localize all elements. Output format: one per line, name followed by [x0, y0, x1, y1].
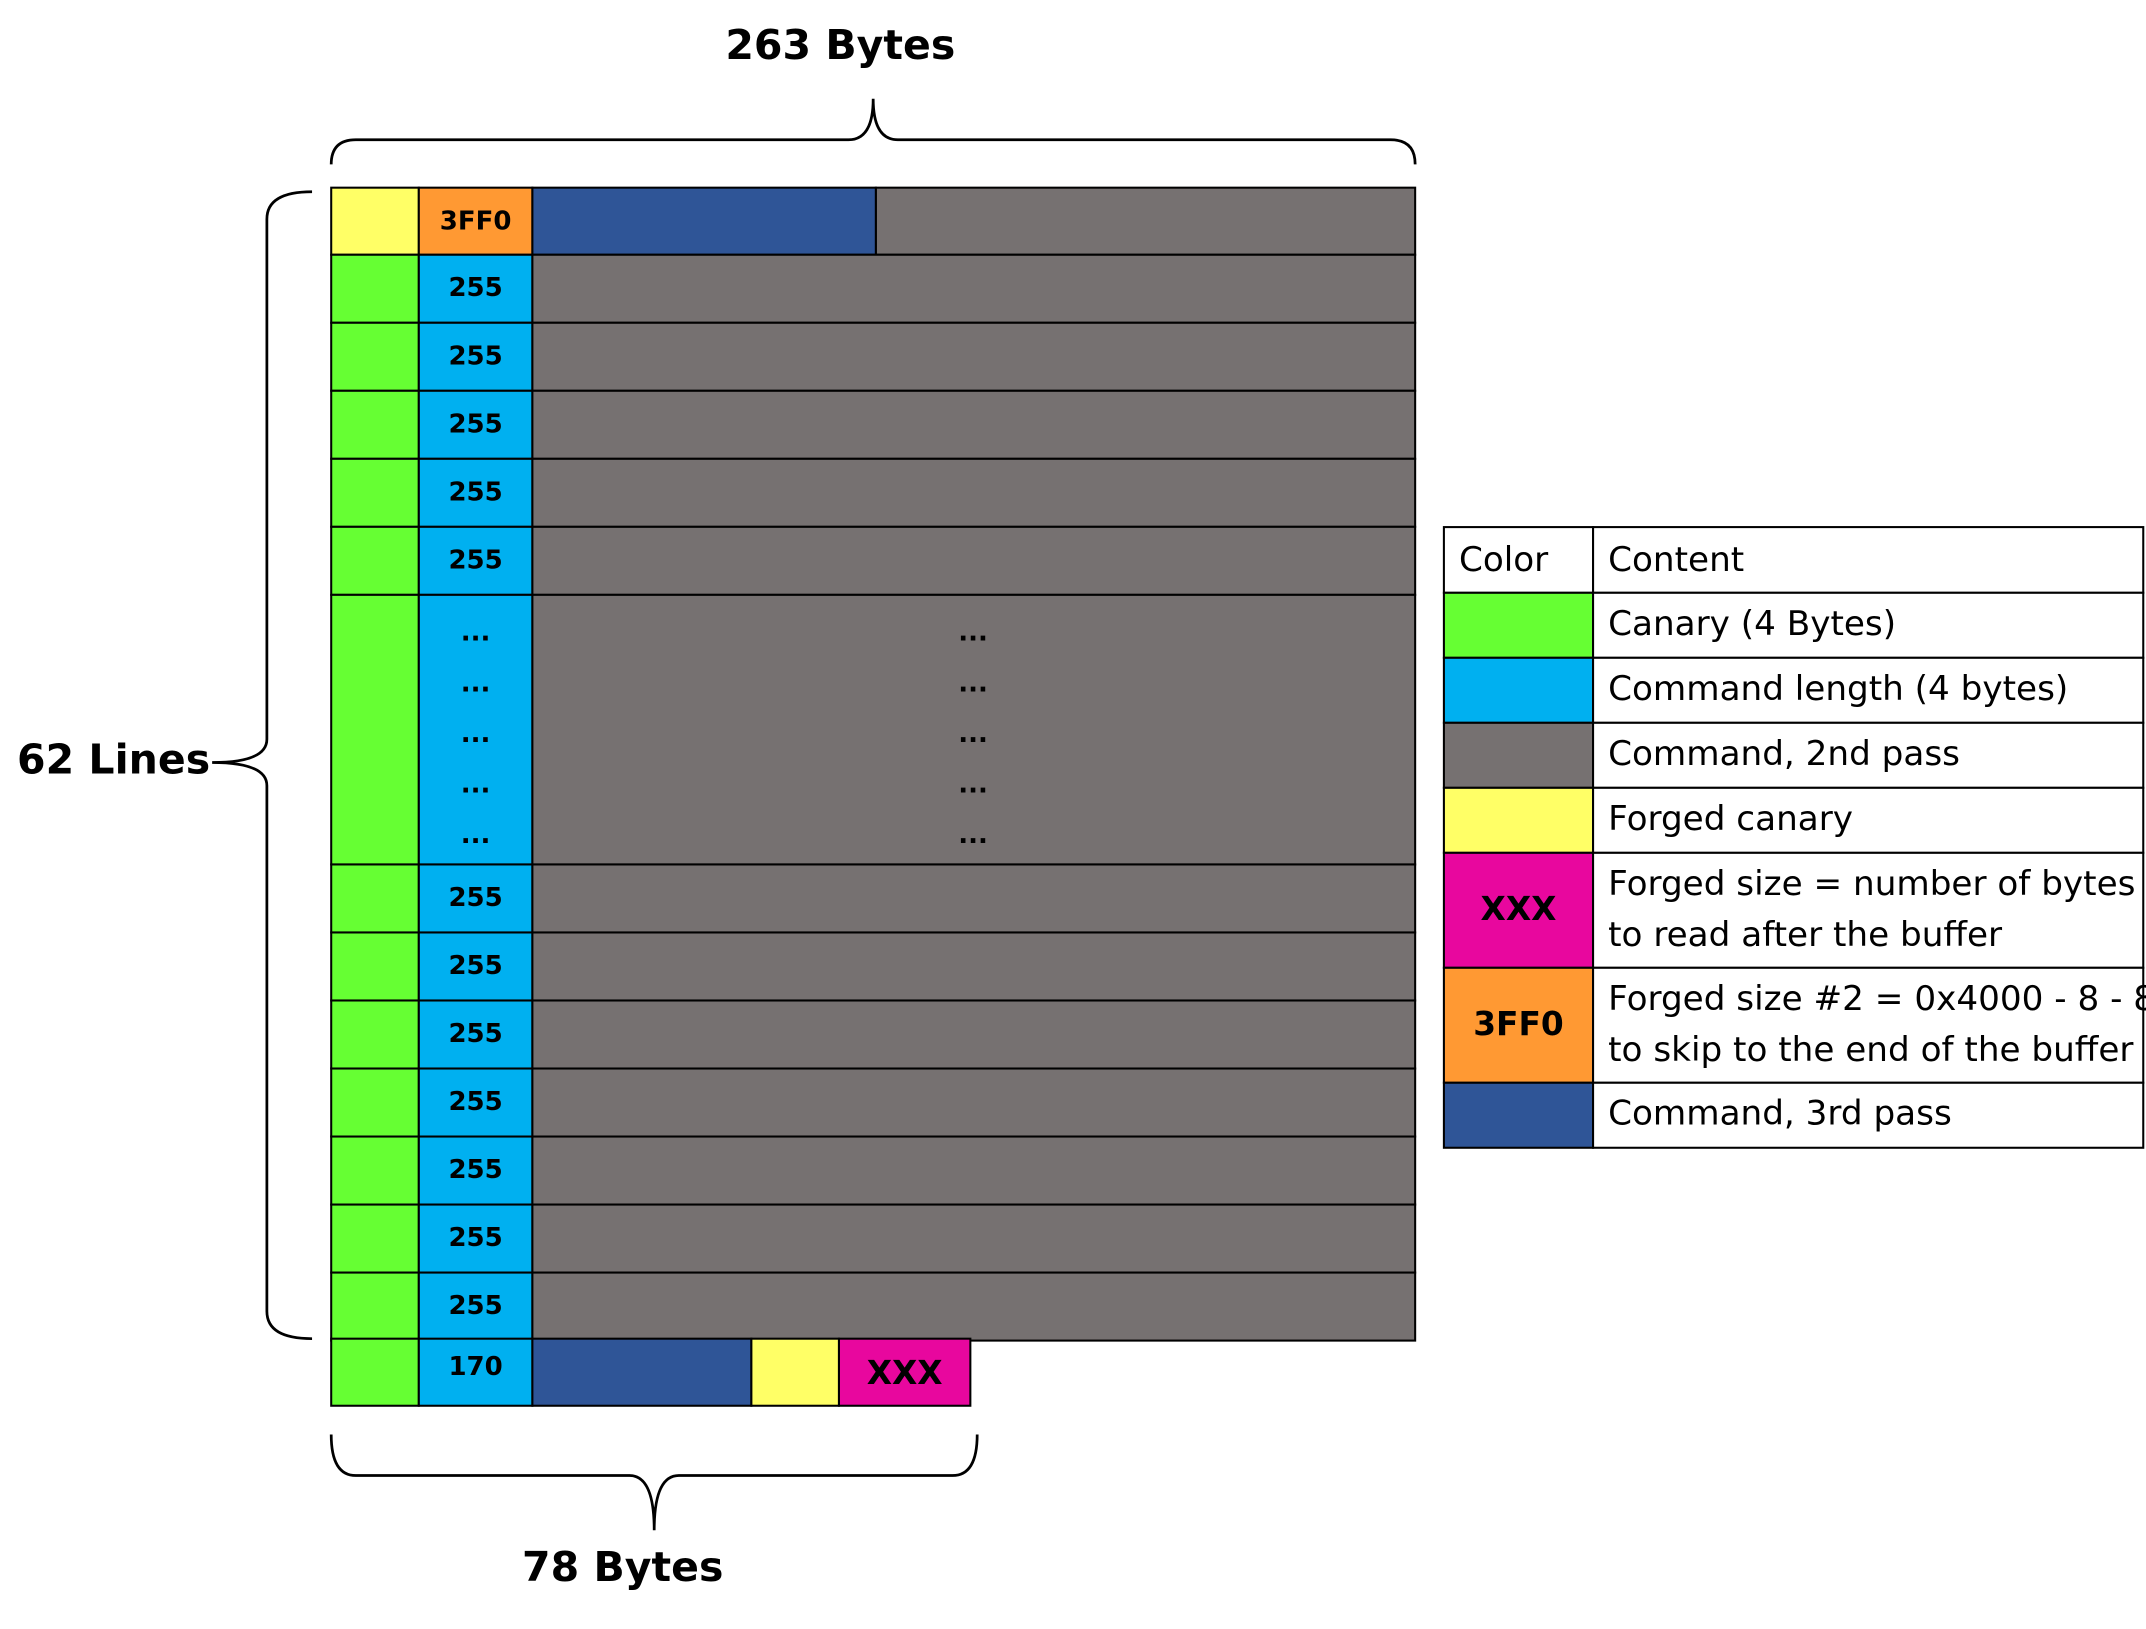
canary — [330, 525, 420, 596]
length-label: 255 — [448, 883, 502, 913]
ellipsis: ... — [461, 668, 491, 698]
length-label: 255 — [448, 409, 502, 439]
canary — [330, 863, 420, 934]
command-length — [417, 525, 534, 596]
command-length — [417, 1337, 534, 1407]
canary — [330, 1203, 420, 1274]
legend-content: Command, 3rd pass — [1608, 1094, 1952, 1134]
legend-content: Forged size = number of bytes — [1608, 864, 2135, 904]
length-label: 255 — [448, 1019, 502, 1049]
canary — [330, 457, 420, 528]
ellipsis: ... — [958, 770, 988, 800]
forged-canary — [750, 1337, 840, 1407]
legend-content-cell — [1592, 591, 2145, 659]
bottom-brace — [329, 1434, 979, 1531]
canary — [330, 1271, 420, 1342]
command-2nd-pass — [531, 389, 1417, 460]
legend-content: Canary (4 Bytes) — [1608, 604, 1896, 644]
command-2nd-pass — [531, 863, 1417, 934]
command-2nd-pass — [531, 525, 1417, 596]
legend-content-cell — [1592, 966, 2145, 1084]
length-label: 255 — [448, 1155, 502, 1185]
legend-content: to skip to the end of the buffer — [1608, 1030, 2134, 1070]
length-label: 255 — [448, 477, 502, 507]
legend-content: Forged canary — [1608, 799, 1853, 839]
canary — [330, 1337, 420, 1407]
command-2nd-pass — [531, 1067, 1417, 1138]
top-brace — [329, 98, 1417, 165]
command-2nd-pass — [531, 593, 1417, 866]
legend-header: Content — [1608, 540, 1744, 580]
left-label: 62 Lines — [17, 735, 210, 783]
size-label: XXX — [867, 1354, 943, 1392]
ellipsis: ... — [958, 668, 988, 698]
length-label: 255 — [448, 1223, 502, 1253]
command-2nd-pass — [531, 1203, 1417, 1274]
legend-content: Command length (4 bytes) — [1608, 669, 2068, 709]
legend-header-cell — [1442, 526, 1595, 594]
swatch-label: XXX — [1481, 890, 1557, 928]
canary — [330, 593, 420, 866]
ellipsis: ... — [461, 820, 491, 850]
length-label: 255 — [448, 951, 502, 981]
legend-header: Color — [1459, 540, 1549, 580]
length-label: 170 — [448, 1352, 502, 1382]
length-label: 255 — [448, 341, 502, 371]
bottom-label: 78 Bytes — [522, 1543, 723, 1591]
legend-swatch — [1442, 721, 1595, 789]
forged-size-2 — [417, 186, 534, 256]
canary — [330, 999, 420, 1070]
ellipsis: ... — [461, 719, 491, 749]
length-label: 255 — [448, 545, 502, 575]
legend-swatch — [1442, 591, 1595, 659]
legend-swatch — [1442, 1081, 1595, 1149]
command-2nd-pass — [531, 1135, 1417, 1206]
command-length — [417, 1067, 534, 1138]
canary — [330, 1067, 420, 1138]
canary — [330, 389, 420, 460]
legend-content: to read after the buffer — [1608, 915, 2003, 955]
length-label: 255 — [448, 1291, 502, 1321]
forged-size — [837, 1337, 972, 1407]
command-2nd-pass — [874, 186, 1417, 256]
legend-content-cell — [1592, 656, 2145, 724]
canary — [330, 253, 420, 324]
ellipsis: ... — [958, 719, 988, 749]
legend-content-cell — [1592, 721, 2145, 789]
command-3rd-pass — [531, 1337, 753, 1407]
forged-canary — [330, 186, 420, 256]
command-2nd-pass — [531, 253, 1417, 324]
command-length — [417, 931, 534, 1002]
legend-swatch — [1442, 656, 1595, 724]
size-label: 3FF0 — [440, 206, 512, 236]
canary — [330, 321, 420, 392]
left-brace — [212, 190, 313, 1341]
legend-content-cell — [1592, 786, 2145, 854]
command-2nd-pass — [531, 1271, 1417, 1342]
legend-header-cell — [1592, 526, 2145, 594]
ellipsis: ... — [461, 770, 491, 800]
ellipsis: ... — [461, 618, 491, 648]
canary — [330, 931, 420, 1002]
ellipsis: ... — [958, 820, 988, 850]
command-2nd-pass — [531, 457, 1417, 528]
swatch-label: 3FF0 — [1473, 1005, 1564, 1043]
legend-content-cell — [1592, 851, 2145, 969]
length-label: 255 — [448, 1087, 502, 1117]
top-label: 263 Bytes — [725, 21, 955, 69]
command-3rd-pass — [531, 186, 877, 256]
command-length — [417, 1203, 534, 1274]
command-2nd-pass — [531, 321, 1417, 392]
command-length — [417, 253, 534, 324]
ellipsis: ... — [958, 618, 988, 648]
legend-swatch — [1442, 786, 1595, 854]
canary — [330, 1135, 420, 1206]
command-2nd-pass — [531, 999, 1417, 1070]
length-label: 255 — [448, 273, 502, 303]
command-2nd-pass — [531, 931, 1417, 1002]
legend-content: Command, 2nd pass — [1608, 734, 1960, 774]
legend-content: Forged size #2 = 0x4000 - 8 - 8 — [1608, 979, 2146, 1019]
legend-content-cell — [1592, 1081, 2145, 1149]
